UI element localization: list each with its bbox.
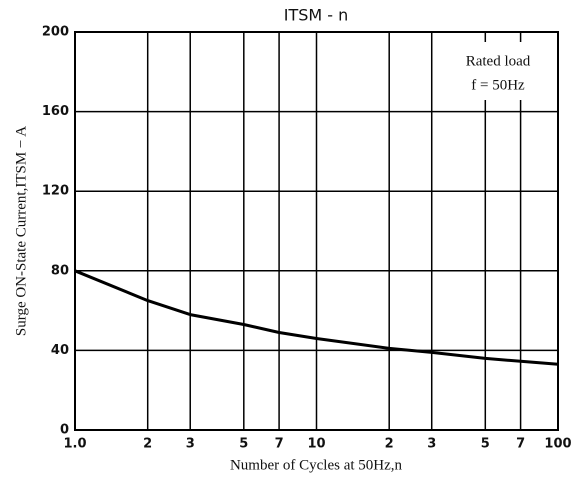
data-line — [74, 269, 559, 366]
x-tick-label: 5 — [239, 437, 248, 452]
y-tick-label: 200 — [42, 25, 69, 40]
annotation-box — [444, 42, 554, 100]
plot-frame — [74, 31, 559, 431]
y-tick-label: 120 — [42, 184, 69, 199]
y-tick-label: 40 — [51, 343, 69, 358]
x-tick-label: 1.0 — [63, 437, 86, 452]
x-tick-label: 3 — [186, 437, 195, 452]
y-tick-label: 80 — [51, 263, 69, 278]
x-tick-label: 5 — [481, 437, 490, 452]
x-tick-label: 2 — [143, 437, 152, 452]
x-tick-label: 10 — [307, 437, 325, 452]
x-tick-label: 7 — [516, 437, 525, 452]
chart-title: ITSM - n — [284, 6, 349, 25]
annotation: Rated load — [466, 53, 531, 69]
y-axis-label: Surge ON-State Current,ITSM − A — [13, 126, 29, 336]
x-axis-label: Number of Cycles at 50Hz,n — [230, 457, 403, 473]
x-tick-label: 2 — [385, 437, 394, 452]
x-tick-label: 100 — [544, 437, 571, 452]
x-tick-label: 3 — [427, 437, 436, 452]
x-tick-label: 7 — [275, 437, 284, 452]
y-tick-label: 160 — [42, 104, 69, 119]
annotation: f = 50Hz — [471, 77, 525, 93]
y-tick-label: 0 — [60, 423, 69, 438]
